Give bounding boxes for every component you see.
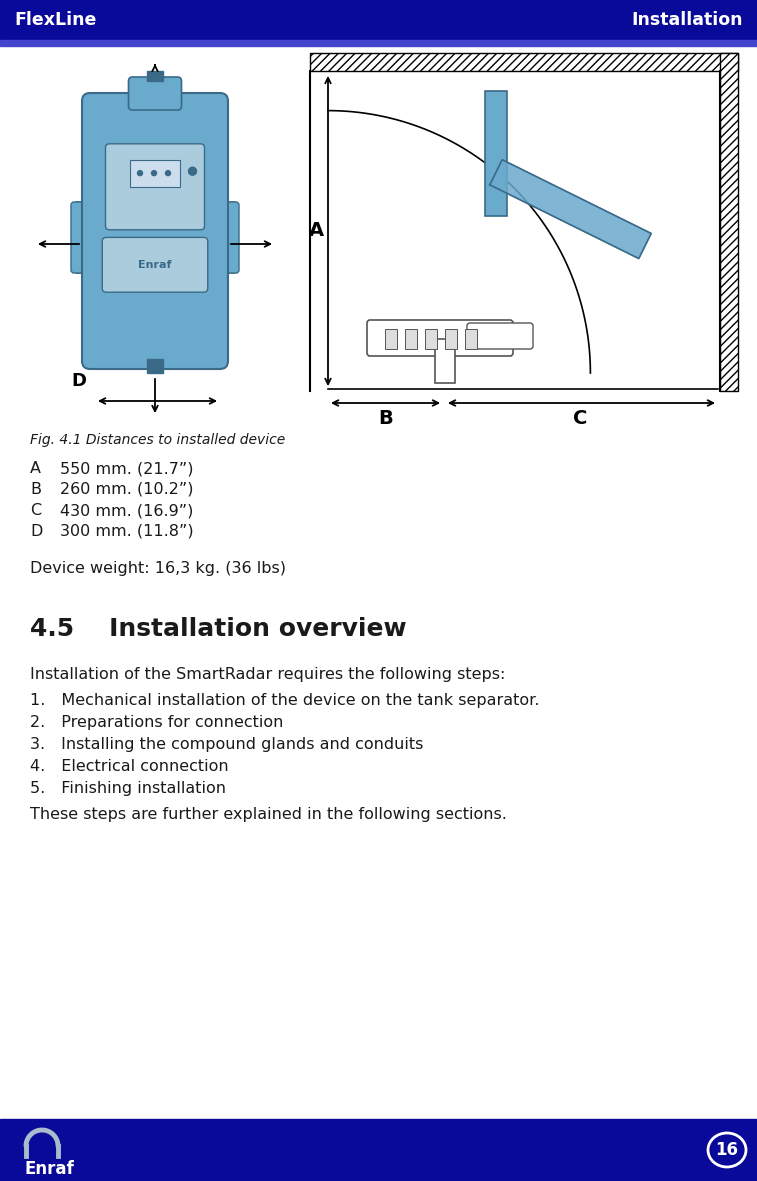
Circle shape [138,170,142,176]
Bar [445,329,457,350]
Bar [425,329,437,350]
FancyBboxPatch shape [213,202,237,273]
Bar [0,0,757,40]
Text: A: A [30,461,41,476]
Text: 16: 16 [715,1141,739,1159]
Text: B: B [30,482,41,497]
Text: Enraf: Enraf [139,260,172,269]
Bar [130,159,180,187]
Text: 3. Installing the compound glands and conduits: 3. Installing the compound glands and co… [30,737,423,752]
Text: 5. Finishing installation: 5. Finishing installation [30,781,226,796]
Text: 430 mm. (16.9”): 430 mm. (16.9”) [60,503,193,518]
FancyBboxPatch shape [82,93,228,368]
Text: D: D [71,372,86,390]
Text: C: C [573,410,587,429]
Text: A: A [309,222,324,241]
Text: Installation of the SmartRadar requires the following steps:: Installation of the SmartRadar requires … [30,667,506,681]
FancyBboxPatch shape [105,144,204,230]
Text: D: D [30,524,42,539]
Bar [310,53,738,71]
Bar [485,91,507,216]
Bar [147,71,163,81]
Text: 1. Mechanical installation of the device on the tank separator.: 1. Mechanical installation of the device… [30,693,540,707]
Text: 4.5    Installation overview: 4.5 Installation overview [30,616,407,641]
Text: 2. Preparations for connection: 2. Preparations for connection [30,715,283,730]
Bar [0,1120,757,1181]
Bar [147,359,163,373]
FancyBboxPatch shape [467,322,533,350]
Polygon shape [490,159,651,259]
Bar [720,53,738,391]
Text: Fig. 4.1 Distances to installed device: Fig. 4.1 Distances to installed device [30,433,285,446]
Bar [405,329,417,350]
Text: FlexLine: FlexLine [14,11,96,30]
Circle shape [188,168,197,175]
Bar [0,40,757,46]
Text: C: C [30,503,41,518]
FancyBboxPatch shape [76,202,94,273]
FancyBboxPatch shape [102,237,207,292]
Text: Installation: Installation [631,11,743,30]
Bar [435,339,455,383]
Circle shape [166,170,170,176]
Circle shape [151,170,157,176]
Bar [465,329,477,350]
Text: These steps are further explained in the following sections.: These steps are further explained in the… [30,807,507,822]
Text: Enraf: Enraf [24,1160,73,1177]
Text: 260 mm. (10.2”): 260 mm. (10.2”) [60,482,194,497]
Text: 4. Electrical connection: 4. Electrical connection [30,759,229,774]
FancyBboxPatch shape [71,202,95,273]
Bar [385,329,397,350]
Text: B: B [378,410,393,429]
FancyBboxPatch shape [215,202,239,273]
FancyBboxPatch shape [129,77,182,110]
Text: Device weight: 16,3 kg. (36 lbs): Device weight: 16,3 kg. (36 lbs) [30,561,286,576]
Text: 300 mm. (11.8”): 300 mm. (11.8”) [60,524,194,539]
Text: 550 mm. (21.7”): 550 mm. (21.7”) [60,461,194,476]
FancyBboxPatch shape [367,320,513,355]
